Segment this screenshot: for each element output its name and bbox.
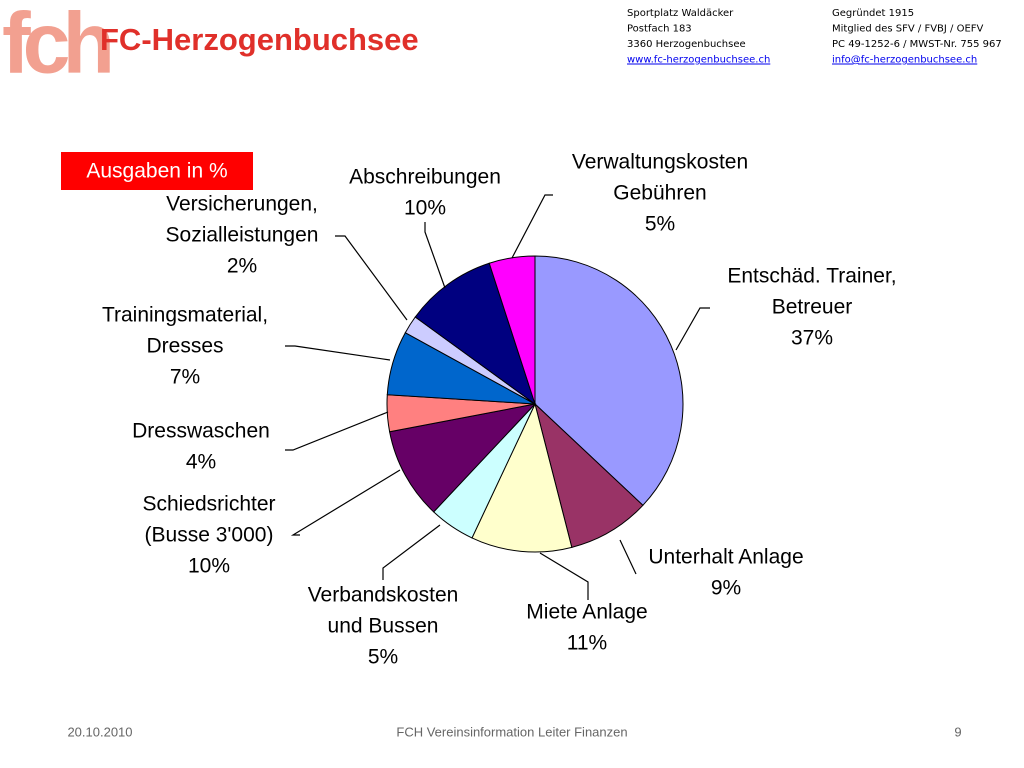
footer-date: 20.10.2010 xyxy=(67,724,132,739)
address-line: Mitglied des SFV / FVBJ / OEFV xyxy=(832,24,984,35)
slice-label: Unterhalt Anlage xyxy=(648,546,803,569)
logo-name: FC-Herzogenbuchsee xyxy=(100,22,419,57)
chart-title: Ausgaben in % xyxy=(86,160,227,183)
pie-slice xyxy=(414,262,536,406)
slice-label: Trainingsmaterial, xyxy=(102,304,268,327)
footer-page: 9 xyxy=(954,724,961,739)
leader-line xyxy=(539,552,589,600)
leader-line xyxy=(285,345,391,361)
address-line: 3360 Herzogenbuchsee xyxy=(627,39,746,50)
contact-link[interactable]: info@fc-herzogenbuchsee.ch xyxy=(832,55,977,66)
slice-label: (Busse 3'000) xyxy=(145,524,274,547)
contact-link[interactable]: www.fc-herzogenbuchsee.ch xyxy=(627,55,770,66)
slice-label: Gebühren xyxy=(613,182,706,205)
slice-label: Miete Anlage xyxy=(526,601,647,624)
pie-slice xyxy=(471,402,573,553)
slice-label: Sozialleistungen xyxy=(166,224,319,247)
leader-line xyxy=(285,411,389,451)
data-label: 11% xyxy=(567,632,607,655)
data-label: 4% xyxy=(186,451,216,474)
leader-line xyxy=(382,524,441,580)
address-line: Gegründet 1915 xyxy=(832,8,914,19)
slice-label: Versicherungen, xyxy=(166,193,318,216)
data-label: 5% xyxy=(645,213,675,236)
slice-label: Verbandskosten xyxy=(308,584,459,607)
pie-slice xyxy=(534,255,684,507)
leader-line xyxy=(619,539,637,575)
slice-label: Dresswaschen xyxy=(132,420,270,443)
leader-line xyxy=(424,222,446,289)
data-label: 2% xyxy=(227,255,257,278)
logo-mark: fch xyxy=(2,0,110,92)
data-label: 10% xyxy=(188,555,230,578)
slice-label: Entschäd. Trainer, xyxy=(727,265,896,288)
pie-slice xyxy=(534,402,644,548)
data-label: 37% xyxy=(791,327,833,350)
data-label: 10% xyxy=(404,197,446,220)
data-label: 5% xyxy=(368,646,398,669)
slice-label: Dresses xyxy=(146,335,223,358)
slice-label: Schiedsrichter xyxy=(142,493,275,516)
slice-label: Betreuer xyxy=(772,296,853,319)
address-line: Postfach 183 xyxy=(627,24,692,35)
address-line: PC 49-1252-6 / MWST-Nr. 755 967 xyxy=(832,39,1002,50)
slice-label: und Bussen xyxy=(328,615,439,638)
data-label: 7% xyxy=(170,366,200,389)
leader-line xyxy=(290,469,401,536)
leader-line xyxy=(335,235,408,321)
slice-label: Verwaltungskosten xyxy=(572,151,748,174)
slice-label: Abschreibungen xyxy=(349,166,501,189)
leader-line xyxy=(511,194,553,259)
leader-line xyxy=(675,307,710,351)
title-box xyxy=(61,152,253,190)
data-label: 9% xyxy=(711,577,741,600)
footer-title: FCH Vereinsinformation Leiter Finanzen xyxy=(396,724,627,739)
pie-slice xyxy=(389,403,537,513)
address-line: Sportplatz Waldäcker xyxy=(627,8,734,19)
